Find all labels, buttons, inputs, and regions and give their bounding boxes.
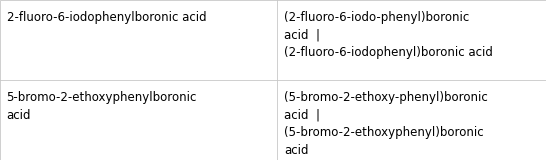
- Text: 5-bromo-2-ethoxyphenylboronic
acid: 5-bromo-2-ethoxyphenylboronic acid: [7, 91, 197, 122]
- Text: (5-bromo-2-ethoxy-phenyl)boronic
acid  |
(5-bromo-2-ethoxyphenyl)boronic
acid: (5-bromo-2-ethoxy-phenyl)boronic acid | …: [284, 91, 488, 157]
- Text: 2-fluoro-6-iodophenylboronic acid: 2-fluoro-6-iodophenylboronic acid: [7, 11, 206, 24]
- Text: (2-fluoro-6-iodo-phenyl)boronic
acid  |
(2-fluoro-6-iodophenyl)boronic acid: (2-fluoro-6-iodo-phenyl)boronic acid | (…: [284, 11, 493, 59]
